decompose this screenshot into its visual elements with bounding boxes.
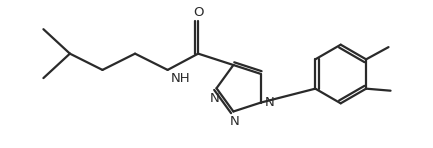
Text: N: N xyxy=(265,96,275,109)
Text: O: O xyxy=(193,6,204,19)
Text: N: N xyxy=(210,91,220,104)
Text: N: N xyxy=(230,115,240,128)
Text: NH: NH xyxy=(171,72,191,85)
